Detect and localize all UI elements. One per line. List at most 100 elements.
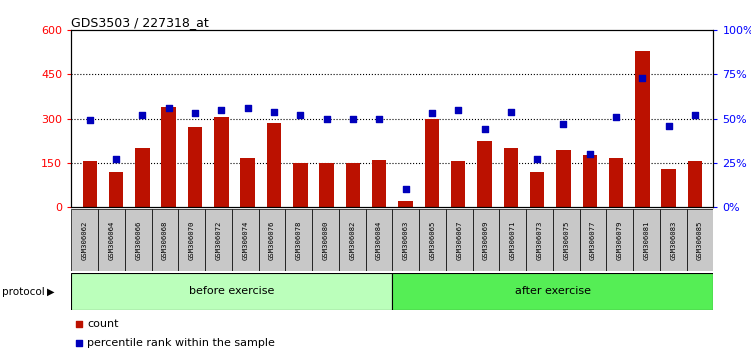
- Text: GSM306081: GSM306081: [644, 220, 650, 259]
- Text: GSM306076: GSM306076: [269, 220, 275, 259]
- Text: GSM306071: GSM306071: [510, 220, 516, 259]
- Text: GSM306069: GSM306069: [483, 220, 489, 259]
- Text: ▶: ▶: [47, 287, 54, 297]
- Bar: [214, 117, 228, 207]
- Text: GSM306063: GSM306063: [403, 220, 409, 259]
- Point: [452, 107, 464, 113]
- Bar: [98, 209, 125, 271]
- Text: protocol: protocol: [2, 287, 45, 297]
- Point: [557, 121, 569, 127]
- Point: [636, 75, 648, 81]
- Bar: [633, 209, 660, 271]
- Point: [137, 112, 149, 118]
- Bar: [688, 161, 702, 207]
- Bar: [258, 209, 285, 271]
- Bar: [478, 141, 492, 207]
- Text: percentile rank within the sample: percentile rank within the sample: [87, 338, 276, 348]
- Bar: [660, 209, 686, 271]
- Point: [189, 110, 201, 116]
- Bar: [392, 273, 713, 310]
- Bar: [446, 209, 472, 271]
- Bar: [556, 149, 571, 207]
- Point: [426, 110, 438, 116]
- Text: GSM306068: GSM306068: [162, 220, 168, 259]
- Point: [163, 105, 175, 111]
- Text: GSM306066: GSM306066: [135, 220, 141, 259]
- Bar: [398, 201, 413, 207]
- Point: [610, 114, 622, 120]
- Text: GSM306067: GSM306067: [457, 220, 463, 259]
- Bar: [424, 119, 439, 207]
- Text: GSM306084: GSM306084: [376, 220, 382, 259]
- Bar: [188, 127, 202, 207]
- Bar: [499, 209, 526, 271]
- Text: GSM306064: GSM306064: [108, 220, 114, 259]
- Point: [478, 126, 490, 132]
- Point: [294, 112, 306, 118]
- Bar: [240, 159, 255, 207]
- Bar: [583, 155, 597, 207]
- Bar: [152, 209, 178, 271]
- Bar: [530, 172, 544, 207]
- Bar: [179, 209, 205, 271]
- Point: [84, 118, 96, 123]
- Bar: [161, 107, 176, 207]
- Bar: [135, 148, 149, 207]
- Bar: [125, 209, 152, 271]
- Bar: [285, 209, 312, 271]
- Point: [584, 151, 596, 157]
- Bar: [366, 209, 392, 271]
- Bar: [419, 209, 446, 271]
- Bar: [392, 209, 419, 271]
- Bar: [606, 209, 633, 271]
- Point: [110, 156, 122, 162]
- Point: [321, 116, 333, 121]
- Bar: [319, 163, 334, 207]
- Point: [268, 109, 280, 114]
- Text: GSM306065: GSM306065: [430, 220, 436, 259]
- Bar: [609, 158, 623, 207]
- Text: GSM306077: GSM306077: [590, 220, 596, 259]
- Point: [457, 88, 469, 94]
- Text: GSM306072: GSM306072: [216, 220, 222, 259]
- Bar: [526, 209, 553, 271]
- Text: GSM306062: GSM306062: [82, 220, 88, 259]
- Bar: [372, 160, 387, 207]
- Text: GSM306083: GSM306083: [671, 220, 677, 259]
- Point: [531, 156, 543, 162]
- Bar: [71, 209, 98, 271]
- Bar: [267, 123, 281, 207]
- Bar: [553, 209, 580, 271]
- Point: [373, 116, 385, 121]
- Point: [662, 123, 674, 129]
- Bar: [312, 209, 339, 271]
- Bar: [451, 161, 466, 207]
- Bar: [345, 164, 360, 207]
- Text: GSM306070: GSM306070: [189, 220, 195, 259]
- Bar: [662, 169, 676, 207]
- Bar: [71, 273, 392, 310]
- Text: GSM306085: GSM306085: [697, 220, 703, 259]
- Text: after exercise: after exercise: [515, 286, 591, 296]
- Point: [347, 116, 359, 121]
- Bar: [232, 209, 258, 271]
- Text: before exercise: before exercise: [189, 286, 275, 296]
- Text: GSM306079: GSM306079: [617, 220, 623, 259]
- Text: GSM306075: GSM306075: [563, 220, 569, 259]
- Point: [216, 107, 228, 113]
- Text: GSM306082: GSM306082: [349, 220, 355, 259]
- Text: GSM306074: GSM306074: [243, 220, 249, 259]
- Text: GSM306073: GSM306073: [536, 220, 542, 259]
- Text: count: count: [87, 319, 119, 329]
- Point: [505, 109, 517, 114]
- Text: GSM306078: GSM306078: [296, 220, 302, 259]
- Bar: [635, 51, 650, 207]
- Bar: [205, 209, 232, 271]
- Text: GDS3503 / 227318_at: GDS3503 / 227318_at: [71, 16, 209, 29]
- Bar: [83, 161, 97, 207]
- Point: [242, 105, 254, 111]
- Bar: [472, 209, 499, 271]
- Bar: [339, 209, 366, 271]
- Text: GSM306080: GSM306080: [322, 220, 328, 259]
- Bar: [504, 148, 518, 207]
